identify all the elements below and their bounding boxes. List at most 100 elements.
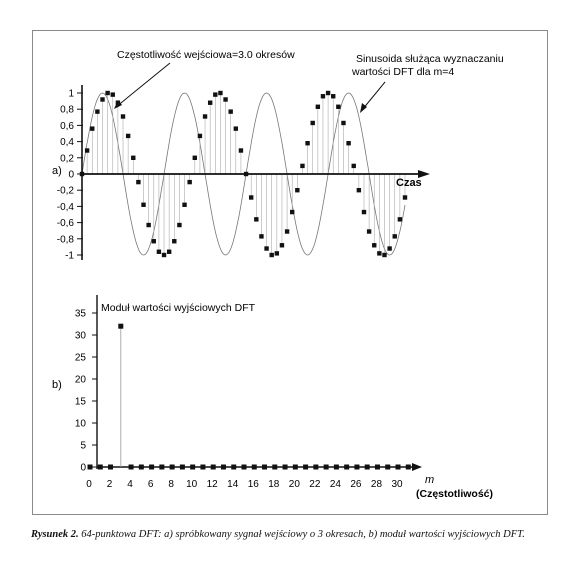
- x-tick-label: 10: [186, 479, 198, 490]
- sample-point: [341, 120, 346, 126]
- dft-point: [374, 464, 380, 470]
- panel-b-x-ticks: 0 2 4 6 8 10 12 14 16 18 20 22 24 26 28 30: [86, 479, 403, 490]
- sample-point: [402, 195, 408, 200]
- sample-point: [300, 163, 305, 169]
- frequency-axis-label: (Częstotliwość): [416, 488, 493, 500]
- sample-point: [105, 90, 110, 96]
- dft-point: [128, 464, 134, 470]
- y-tick-label: -0,8: [57, 234, 75, 245]
- reference-sinusoid-line: [81, 92, 406, 256]
- dft-point: [241, 464, 247, 470]
- annotation-input-frequency: Częstotliwość wejściowa=3.0 okresów: [117, 49, 295, 61]
- dft-point: [262, 464, 268, 470]
- dft-point: [200, 464, 206, 470]
- x-tick-label: 18: [268, 479, 280, 490]
- dft-magnitude-points: [87, 323, 411, 470]
- sample-points: [79, 90, 408, 258]
- dft-point: [385, 464, 391, 470]
- sample-point: [279, 243, 285, 248]
- y-tick-label: 35: [75, 309, 87, 320]
- y-tick-label: 0: [68, 170, 74, 181]
- x-tick-label: 26: [350, 479, 362, 490]
- sample-point: [161, 252, 167, 258]
- panel-b-title: Moduł wartości wyjściowych DFT: [101, 302, 256, 314]
- x-tick-label: 30: [391, 479, 403, 490]
- sample-point: [95, 109, 100, 114]
- sample-point: [254, 217, 259, 222]
- x-tick-label: 14: [227, 479, 239, 490]
- reference-sinusoid: [81, 92, 406, 256]
- panel-b-label: b): [52, 379, 62, 391]
- y-tick-label: 15: [75, 397, 87, 408]
- sample-point: [187, 179, 192, 185]
- sample-point: [387, 246, 392, 251]
- sample-point: [228, 109, 233, 114]
- sample-point: [84, 148, 90, 153]
- sample-point: [182, 202, 187, 207]
- sample-point: [382, 252, 387, 258]
- sample-point: [336, 104, 341, 109]
- y-tick-label: 30: [75, 331, 87, 342]
- y-tick-label: 0,2: [60, 153, 74, 164]
- y-tick-label: 1: [68, 89, 74, 100]
- sample-point: [377, 251, 382, 256]
- sample-point: [372, 243, 377, 248]
- sample-stems: [86, 93, 406, 255]
- y-tick-label: 10: [75, 419, 87, 430]
- sample-point: [125, 133, 131, 139]
- sample-point: [284, 229, 290, 234]
- dft-point: [87, 464, 93, 470]
- sample-point: [141, 202, 146, 207]
- sample-point: [90, 126, 95, 131]
- caption-text: 64-punktowa DFT: a) spróbkowany sygnał w…: [81, 529, 525, 540]
- y-tick-label: -1: [65, 251, 74, 262]
- x-tick-label: 6: [148, 479, 154, 490]
- x-tick-label: 4: [127, 479, 133, 490]
- sample-point: [274, 251, 280, 256]
- y-tick-label: 0,6: [60, 121, 74, 132]
- sample-point: [325, 90, 331, 96]
- dft-point: [159, 464, 165, 470]
- y-tick-label: 5: [80, 441, 86, 452]
- y-tick-label: -0,4: [57, 202, 75, 213]
- dft-point: [179, 464, 185, 470]
- time-axis-label: Czas: [396, 177, 422, 189]
- dft-point: [303, 464, 309, 470]
- panel-a-x-arrow: [418, 170, 430, 178]
- panel-b-x-arrow: [412, 463, 422, 471]
- dft-point: [272, 464, 278, 470]
- x-tick-label: 12: [207, 479, 219, 490]
- dft-point: [190, 464, 196, 470]
- dft-point: [292, 464, 298, 470]
- figure-caption: Rysunek 2. 64-punktowa DFT: a) spróbkowa…: [31, 528, 551, 541]
- sample-point: [290, 209, 295, 215]
- x-tick-label: 20: [289, 479, 301, 490]
- dft-point: [97, 464, 103, 470]
- panel-a-label: a): [52, 165, 62, 177]
- dft-point: [210, 464, 216, 470]
- dft-point: [344, 464, 350, 470]
- dft-point: [149, 464, 155, 470]
- sample-point: [223, 97, 228, 102]
- dft-point: [220, 464, 226, 470]
- x-tick-label: 28: [371, 479, 383, 490]
- y-tick-label: 20: [75, 375, 87, 386]
- dft-point: [323, 464, 329, 470]
- sample-point: [151, 239, 156, 244]
- panel-b-y-ticks: 0 5 10 15 20 25 30 35: [75, 309, 97, 474]
- y-tick-label: 0: [80, 463, 86, 474]
- sample-point: [361, 209, 367, 215]
- dft-point: [395, 464, 401, 470]
- sample-point: [218, 90, 223, 96]
- sample-point: [156, 249, 162, 254]
- sample-point: [120, 114, 126, 119]
- dft-point: [118, 323, 124, 329]
- annotation-reference-line1: Sinusoida służąca wyznaczaniu: [356, 53, 504, 65]
- sample-point: [315, 104, 321, 109]
- sample-point: [392, 234, 397, 239]
- dft-point: [169, 464, 175, 470]
- sample-point: [172, 239, 177, 244]
- sample-point: [207, 100, 213, 105]
- sample-point: [397, 217, 403, 222]
